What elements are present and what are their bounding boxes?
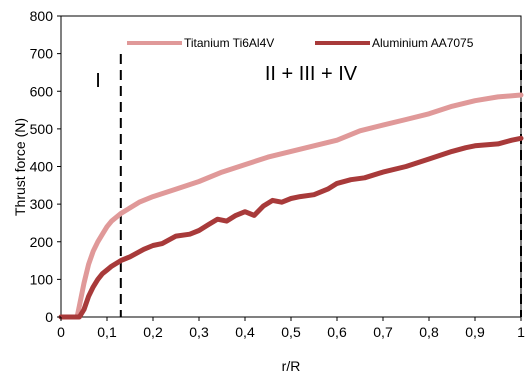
x-tick-label: 0,7	[373, 324, 393, 340]
series-line-titanium	[58, 92, 524, 320]
x-tick-label: 0,8	[419, 324, 439, 340]
y-tick-label: 0	[45, 309, 53, 325]
x-tick-label: 0,1	[97, 324, 117, 340]
x-tick-label: 0,5	[281, 324, 301, 340]
y-tick-label: 100	[30, 271, 54, 287]
series-line-aluminium	[58, 135, 524, 320]
y-axis-ticks: 0 100 200 300 400 500 600 700 800	[30, 8, 61, 325]
y-tick-label: 800	[30, 8, 54, 24]
x-axis-title: r/R	[282, 358, 301, 374]
x-tick-label: 0,3	[189, 324, 209, 340]
legend-label-titanium: Titanium Ti6Al4V	[184, 36, 274, 50]
y-tick-label: 200	[30, 234, 54, 250]
x-tick-label: 0	[57, 324, 65, 340]
y-tick-label: 500	[30, 121, 54, 137]
y-tick-label: 700	[30, 46, 54, 62]
legend-label-aluminium: Aluminium AA7075	[372, 36, 474, 50]
series-lines	[58, 92, 524, 320]
x-tick-label: 0,2	[143, 324, 163, 340]
y-tick-label: 400	[30, 159, 54, 175]
x-axis-ticks: 0 0,1 0,2 0,3 0,4 0,5 0,6 0,7 0,8 0,9 1	[57, 317, 525, 340]
y-axis-title: Thrust force (N)	[12, 118, 28, 216]
legend: Titanium Ti6Al4V Aluminium AA7075	[127, 36, 474, 50]
x-tick-label: 0,4	[235, 324, 255, 340]
x-tick-label: 1	[517, 324, 525, 340]
region-markers	[119, 54, 522, 317]
region-label-i: I	[95, 70, 101, 92]
region-label-ii-iii-iv: II + III + IV	[265, 63, 358, 85]
y-tick-label: 600	[30, 83, 54, 99]
plot-area-frame	[60, 15, 522, 318]
y-tick-label: 300	[30, 196, 54, 212]
x-tick-label: 0,6	[327, 324, 347, 340]
x-tick-label: 0,9	[465, 324, 485, 340]
